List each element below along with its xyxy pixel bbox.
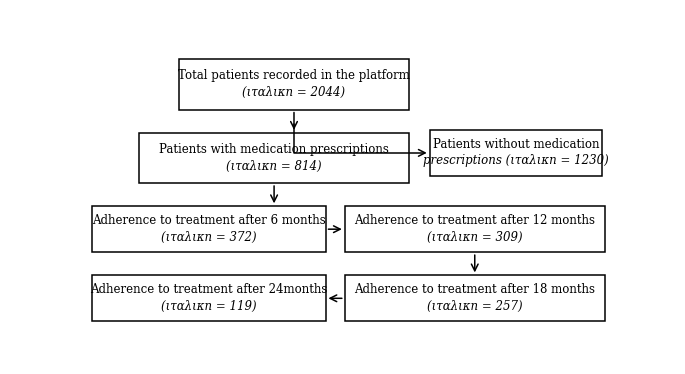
Text: Adherence to treatment after 6 months: Adherence to treatment after 6 months [92, 214, 325, 227]
Text: (ιταλικn = 372): (ιταλικn = 372) [161, 231, 257, 244]
Bar [92, 275, 325, 321]
Text: (ιταλικn = 2044): (ιταλικn = 2044) [242, 86, 345, 99]
Text: Patients without medication: Patients without medication [433, 138, 599, 151]
Bar [179, 59, 410, 110]
Bar [138, 133, 410, 183]
Bar [345, 275, 605, 321]
Text: (ιταλικn = 814): (ιταλικn = 814) [226, 159, 322, 172]
Text: Adherence to treatment after 24months: Adherence to treatment after 24months [90, 283, 327, 296]
Bar [345, 206, 605, 252]
Text: prescriptions (ιταλικn = 1230): prescriptions (ιταλικn = 1230) [423, 154, 609, 168]
Text: Adherence to treatment after 12 months: Adherence to treatment after 12 months [354, 214, 595, 227]
Text: Adherence to treatment after 18 months: Adherence to treatment after 18 months [354, 283, 595, 296]
Bar [429, 130, 602, 176]
Bar [92, 206, 325, 252]
Text: Patients with medication prescriptions: Patients with medication prescriptions [159, 143, 389, 156]
Text: (ιταλικn = 309): (ιταλικn = 309) [427, 231, 523, 244]
Text: (ιταλικn = 119): (ιταλικn = 119) [161, 300, 257, 313]
Text: (ιταλικn = 257): (ιταλικn = 257) [427, 300, 523, 313]
Text: Total patients recorded in the platform: Total patients recorded in the platform [178, 69, 410, 82]
